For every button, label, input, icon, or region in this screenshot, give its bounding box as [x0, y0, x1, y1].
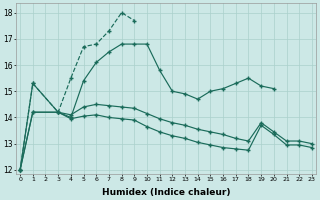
X-axis label: Humidex (Indice chaleur): Humidex (Indice chaleur) [102, 188, 230, 197]
